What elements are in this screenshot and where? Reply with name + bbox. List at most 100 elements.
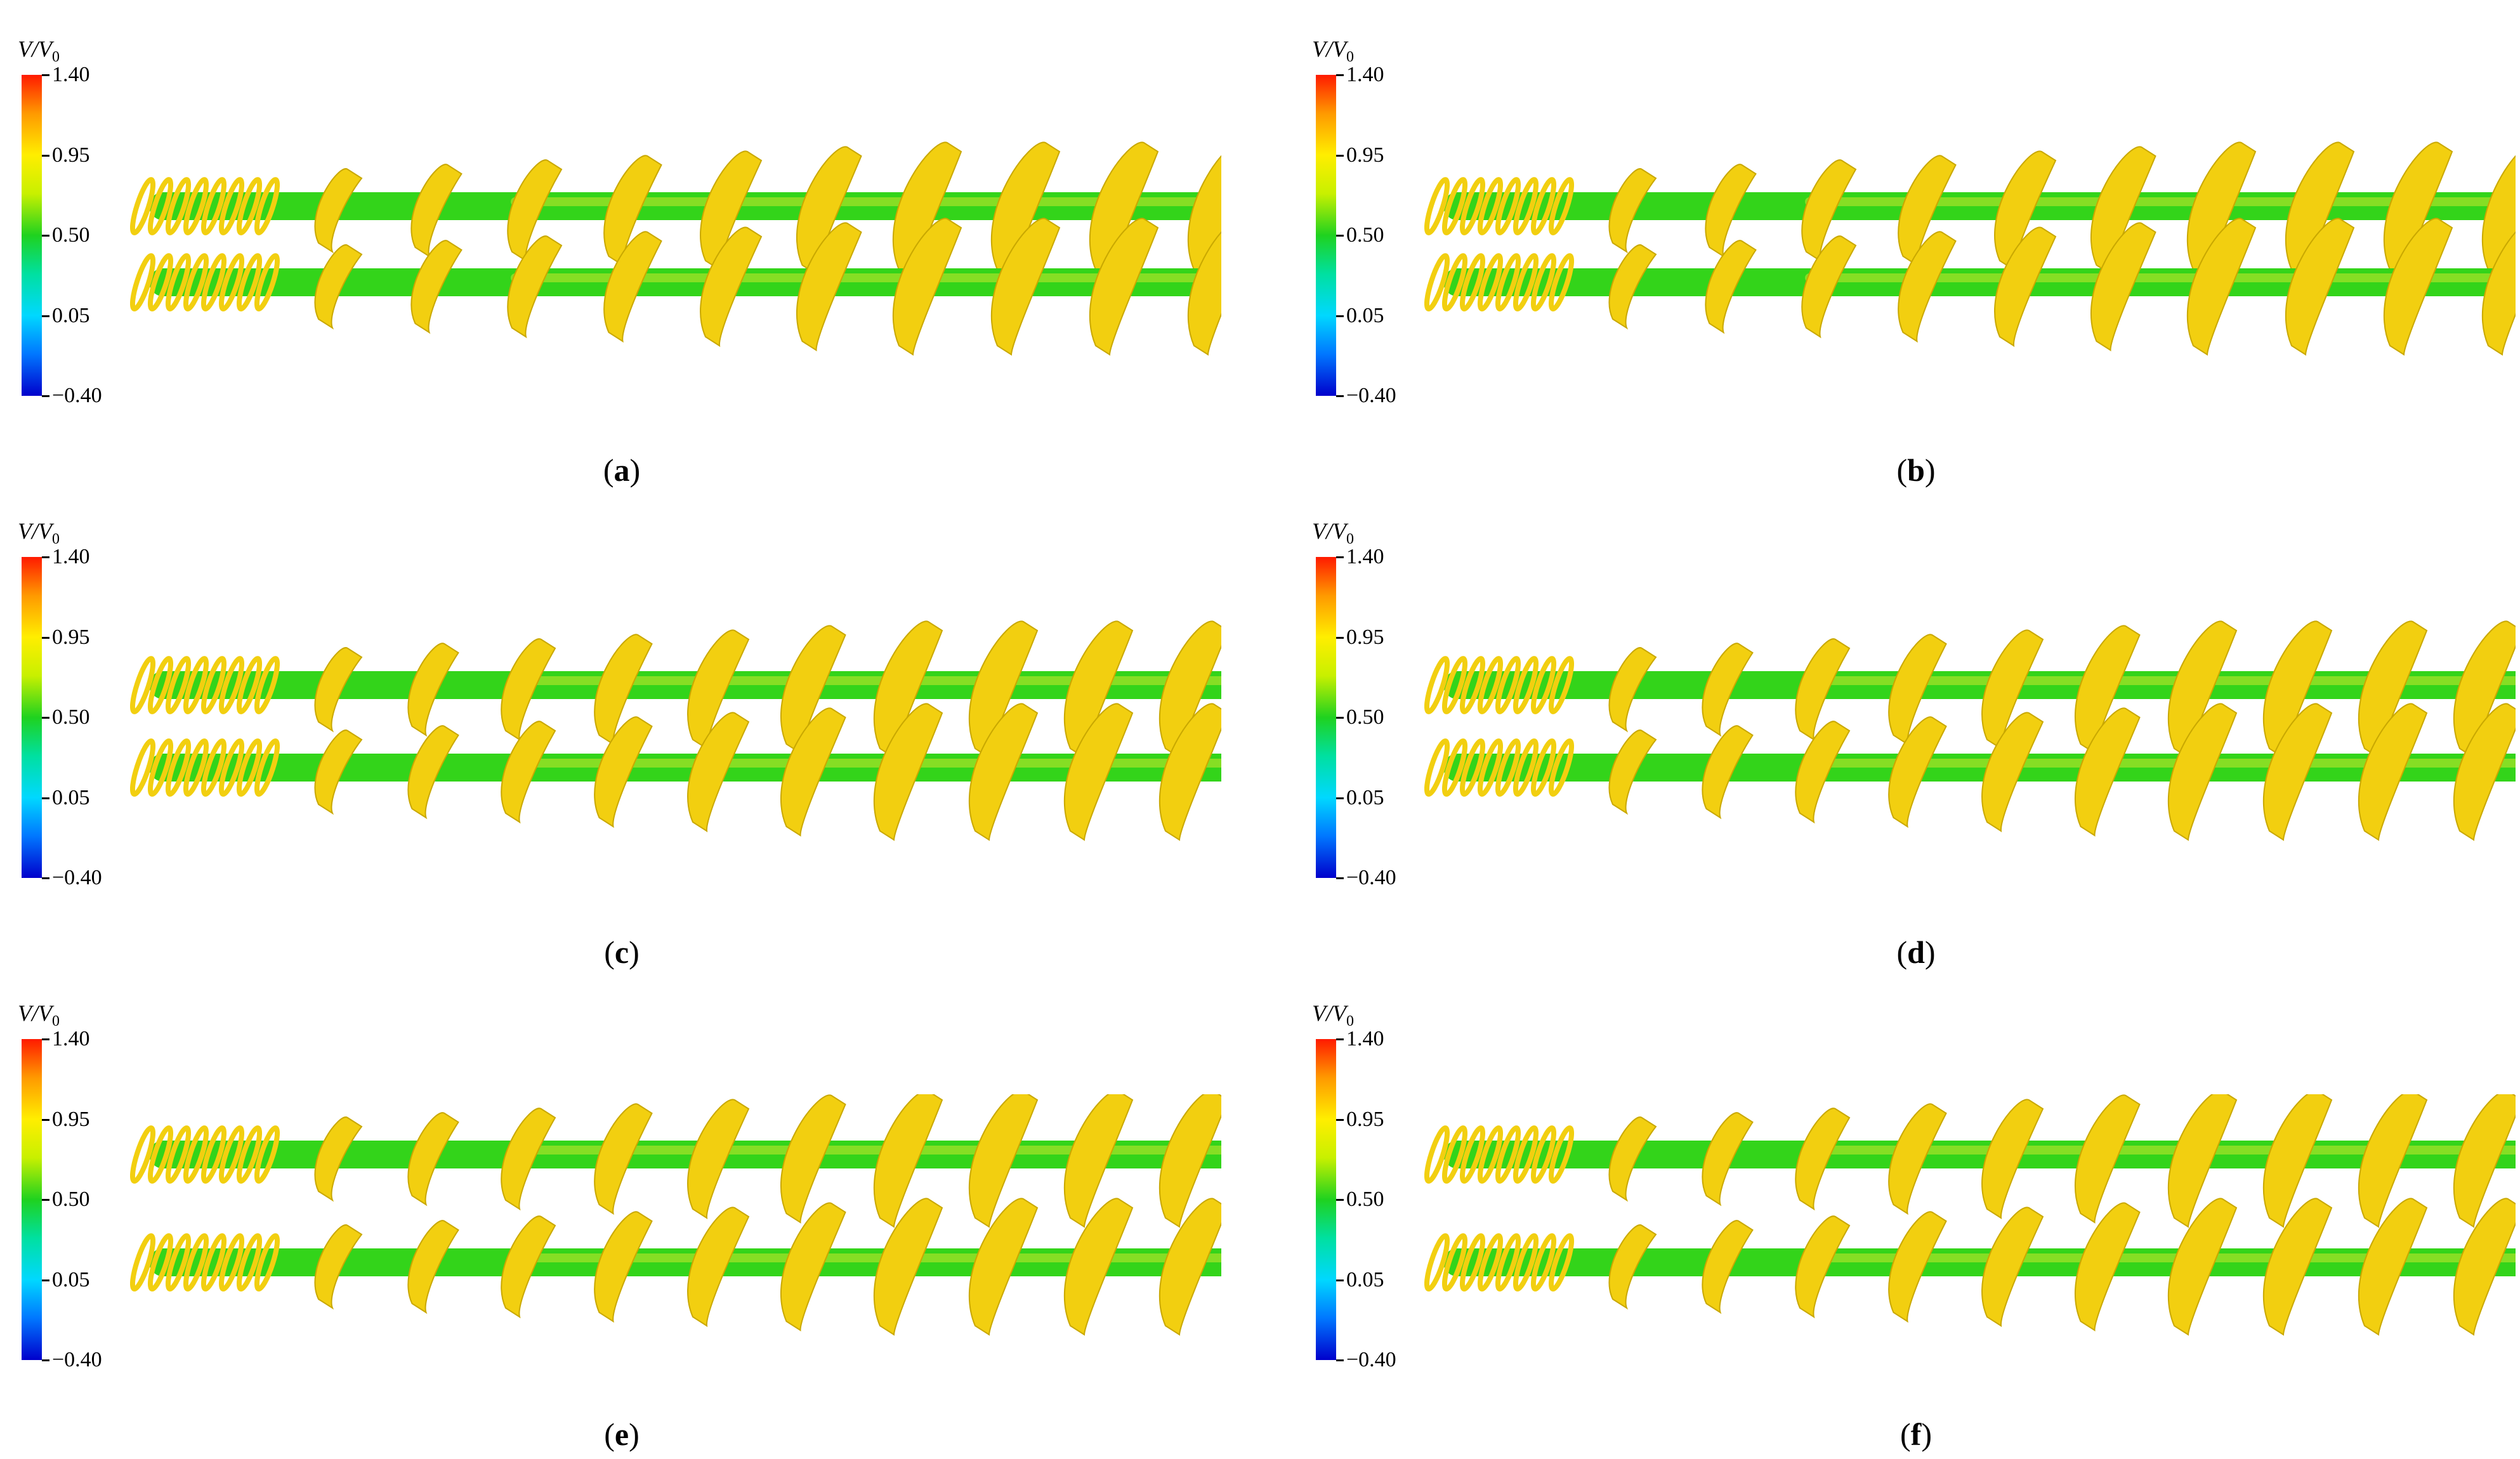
tip-vortex-ring xyxy=(200,177,227,235)
colorbar-title-text: V/V xyxy=(1312,1000,1346,1026)
panel-c: V/V0 1.40 0.95 0.50 0.05 −0.40 (c) xyxy=(0,507,1244,977)
colorbar-tick xyxy=(42,717,49,719)
core-highlight xyxy=(511,676,1221,685)
helical-tip-vortex xyxy=(594,634,653,746)
helical-tip-vortex xyxy=(407,1220,459,1314)
tip-vortex-ring xyxy=(147,1233,174,1292)
tip-vortex-ring xyxy=(1441,253,1468,311)
panel-f: V/V0 1.40 0.95 0.50 0.05 −0.40 (f) xyxy=(1294,990,2520,1459)
helical-tip-vortex xyxy=(1981,1207,2044,1327)
helical-tip-vortex xyxy=(968,1198,1039,1336)
helical-tip-vortex xyxy=(2453,703,2516,841)
helical-tip-vortex xyxy=(1795,638,1851,742)
tip-vortex-ring xyxy=(1513,177,1539,235)
tip-vortex-ring xyxy=(1424,1233,1450,1292)
helical-tip-vortex xyxy=(1608,244,1657,330)
core-highlight xyxy=(1805,273,2516,282)
tip-vortex-ring xyxy=(254,1125,280,1184)
colorbar-tick-label: 0.95 xyxy=(52,1107,90,1131)
tip-vortex-ring xyxy=(1441,656,1468,714)
helical-tip-vortex xyxy=(2383,218,2453,356)
helical-tip-vortex xyxy=(1158,1094,1221,1228)
helical-tip-vortex xyxy=(410,164,463,258)
core-highlight xyxy=(511,1146,1221,1155)
tip-vortex-ring xyxy=(147,738,174,797)
tip-vortex-ring xyxy=(1424,1125,1450,1184)
wake-vortex-visualization xyxy=(1424,141,2516,356)
colorbar-tick-label: 0.05 xyxy=(52,303,90,327)
vortex-tube xyxy=(1424,141,2516,280)
colorbar-tick xyxy=(42,1359,49,1361)
helical-tip-vortex xyxy=(2262,1198,2333,1336)
colorbar-tick xyxy=(1336,154,1344,157)
colorbar xyxy=(22,1039,42,1360)
helical-tip-vortex xyxy=(1898,231,1957,343)
helical-tip-vortex xyxy=(968,703,1039,841)
core-highlight xyxy=(511,273,1221,282)
core-highlight xyxy=(1805,759,2516,768)
colorbar-tick xyxy=(42,1279,49,1281)
helical-tip-vortex xyxy=(507,235,563,339)
colorbar-tick xyxy=(1336,1359,1344,1361)
panel-b: V/V0 1.40 0.95 0.50 0.05 −0.40 (b) xyxy=(1294,25,2520,495)
colorbar-tick-label: 1.40 xyxy=(1346,545,1384,568)
tip-vortex-ring xyxy=(1513,253,1539,311)
helical-tip-vortex xyxy=(1608,1224,1657,1310)
panel-label: d xyxy=(1907,934,1925,970)
helical-tip-vortex xyxy=(314,168,363,254)
tip-vortex-ring xyxy=(1513,738,1539,797)
tip-vortex-ring xyxy=(165,1125,192,1184)
helical-tip-vortex xyxy=(873,1198,943,1336)
colorbar xyxy=(1316,557,1336,878)
tip-vortex-ring xyxy=(1548,656,1575,714)
helical-tip-vortex xyxy=(780,707,846,837)
tip-vortex-ring xyxy=(165,738,192,797)
helical-tip-vortex xyxy=(2167,1094,2238,1228)
helical-tip-vortex xyxy=(1702,1220,1754,1314)
core-highlight xyxy=(511,1253,1221,1262)
helical-tip-vortex xyxy=(1898,155,1957,267)
panel-label: b xyxy=(1907,452,1925,488)
tip-vortex-ring xyxy=(236,253,263,311)
tip-vortex-ring xyxy=(218,1125,245,1184)
helical-tip-vortex xyxy=(1705,240,1757,334)
colorbar-tick-label: 1.40 xyxy=(52,63,90,86)
colorbar-title: V/V0 xyxy=(1312,1000,1354,1030)
colorbar-title: V/V0 xyxy=(1312,36,1354,66)
colorbar-tick xyxy=(42,556,49,558)
tip-vortex-ring xyxy=(1495,253,1521,311)
helical-tip-vortex xyxy=(1801,159,1857,263)
colorbar-tick-label: −0.40 xyxy=(52,866,102,889)
helical-tip-vortex xyxy=(314,244,363,330)
colorbar-tick xyxy=(1336,797,1344,799)
helical-tip-vortex xyxy=(1702,643,1754,737)
colorbar-title-subscript: 0 xyxy=(1346,49,1354,66)
helical-tip-vortex xyxy=(1063,1198,1134,1336)
tip-vortex-ring xyxy=(1477,1125,1504,1184)
helical-tip-vortex xyxy=(873,703,943,841)
tip-vortex-ring xyxy=(218,1233,245,1292)
tip-vortex-ring xyxy=(165,656,192,714)
tip-vortex-ring xyxy=(165,177,192,235)
tip-vortex-ring xyxy=(1548,1233,1575,1292)
helical-tip-vortex xyxy=(314,1224,363,1310)
tip-vortex-ring xyxy=(147,656,174,714)
wake-vortex-visualization xyxy=(1424,1094,2516,1336)
vortex-tube xyxy=(130,1094,1221,1228)
helical-tip-vortex xyxy=(1063,703,1134,841)
vortex-tube xyxy=(130,141,1221,280)
colorbar-tick xyxy=(42,395,49,397)
helical-tip-vortex xyxy=(2167,1198,2238,1336)
helical-tip-vortex xyxy=(1702,725,1754,820)
tip-vortex-ring xyxy=(1513,656,1539,714)
panel-label: f xyxy=(1910,1416,1922,1452)
colorbar-tick xyxy=(1336,1279,1344,1281)
colorbar-tick-label: 1.40 xyxy=(1346,1027,1384,1050)
vortex-tube xyxy=(130,218,1221,356)
tip-vortex-ring xyxy=(254,656,280,714)
panel-caption: (a) xyxy=(603,452,641,488)
helical-tip-vortex xyxy=(2358,1094,2428,1228)
tip-vortex-ring xyxy=(1424,253,1450,311)
panel-a: V/V0 1.40 0.95 0.50 0.05 −0.40 (a) xyxy=(0,25,1244,495)
